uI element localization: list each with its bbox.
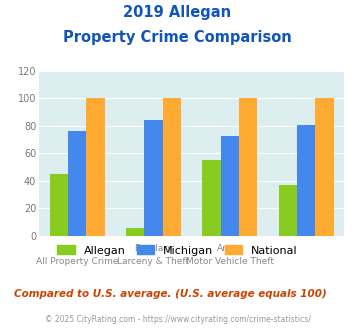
Bar [221, 136, 239, 236]
Bar [297, 125, 315, 236]
Bar [86, 98, 105, 236]
Bar [50, 174, 68, 236]
Text: Arson: Arson [217, 244, 243, 253]
Text: All Property Crime: All Property Crime [36, 257, 119, 266]
Text: Larceny & Theft: Larceny & Theft [118, 257, 190, 266]
Text: Property Crime Comparison: Property Crime Comparison [63, 30, 292, 45]
Bar [144, 120, 163, 236]
Bar [68, 131, 86, 236]
Text: 2019 Allegan: 2019 Allegan [124, 5, 231, 20]
Bar [279, 185, 297, 236]
Bar [202, 160, 221, 236]
Bar [239, 98, 257, 236]
Legend: Allegan, Michigan, National: Allegan, Michigan, National [53, 241, 302, 260]
Bar [163, 98, 181, 236]
Bar [126, 228, 144, 236]
Text: Motor Vehicle Theft: Motor Vehicle Theft [186, 257, 274, 266]
Text: © 2025 CityRating.com - https://www.cityrating.com/crime-statistics/: © 2025 CityRating.com - https://www.city… [45, 315, 310, 324]
Text: Compared to U.S. average. (U.S. average equals 100): Compared to U.S. average. (U.S. average … [14, 289, 327, 299]
Text: Burglary: Burglary [134, 244, 173, 253]
Bar [315, 98, 334, 236]
